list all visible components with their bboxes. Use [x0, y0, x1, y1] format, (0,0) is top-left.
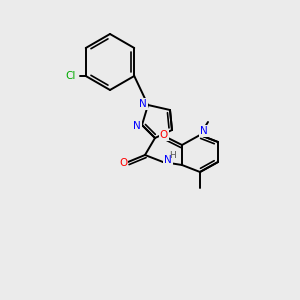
Text: N: N	[200, 126, 208, 136]
Text: H: H	[169, 152, 176, 160]
Text: O: O	[160, 130, 168, 140]
Text: Cl: Cl	[66, 71, 76, 81]
Text: O: O	[119, 158, 127, 168]
Text: N: N	[139, 99, 147, 109]
Text: N: N	[133, 121, 141, 131]
Text: N: N	[164, 155, 172, 165]
